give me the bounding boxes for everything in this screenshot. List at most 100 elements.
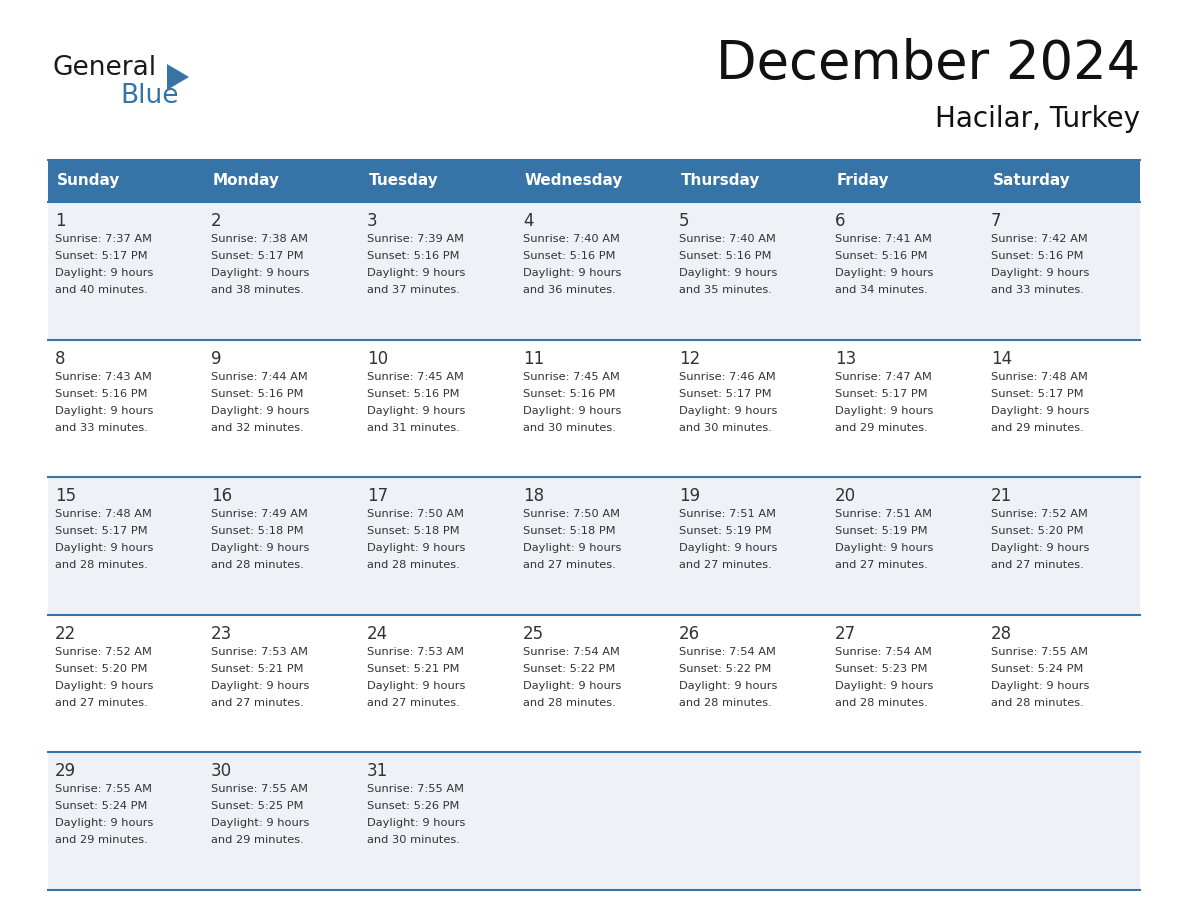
Text: 3: 3 bbox=[367, 212, 378, 230]
Text: and 27 minutes.: and 27 minutes. bbox=[523, 560, 615, 570]
Text: and 34 minutes.: and 34 minutes. bbox=[835, 285, 928, 295]
Text: and 28 minutes.: and 28 minutes. bbox=[680, 698, 772, 708]
Text: Sunrise: 7:50 AM: Sunrise: 7:50 AM bbox=[523, 509, 620, 520]
Text: Sunrise: 7:40 AM: Sunrise: 7:40 AM bbox=[680, 234, 776, 244]
Text: Friday: Friday bbox=[838, 174, 890, 188]
Polygon shape bbox=[168, 64, 189, 90]
Text: Daylight: 9 hours: Daylight: 9 hours bbox=[523, 406, 621, 416]
Text: Daylight: 9 hours: Daylight: 9 hours bbox=[367, 268, 466, 278]
Text: 31: 31 bbox=[367, 763, 388, 780]
Bar bbox=[48, 753, 1140, 890]
Text: 1: 1 bbox=[55, 212, 65, 230]
Text: and 33 minutes.: and 33 minutes. bbox=[991, 285, 1083, 295]
Text: Sunrise: 7:43 AM: Sunrise: 7:43 AM bbox=[55, 372, 152, 382]
Text: and 29 minutes.: and 29 minutes. bbox=[211, 835, 304, 845]
Text: Sunset: 5:25 PM: Sunset: 5:25 PM bbox=[211, 801, 303, 812]
Text: 4: 4 bbox=[523, 212, 533, 230]
Text: Sunset: 5:18 PM: Sunset: 5:18 PM bbox=[367, 526, 460, 536]
Text: Daylight: 9 hours: Daylight: 9 hours bbox=[835, 268, 934, 278]
Text: 25: 25 bbox=[523, 625, 544, 643]
Text: Sunrise: 7:55 AM: Sunrise: 7:55 AM bbox=[367, 784, 465, 794]
Text: Sunrise: 7:37 AM: Sunrise: 7:37 AM bbox=[55, 234, 152, 244]
Text: Sunset: 5:16 PM: Sunset: 5:16 PM bbox=[211, 388, 303, 398]
Text: Daylight: 9 hours: Daylight: 9 hours bbox=[991, 543, 1089, 554]
Text: Tuesday: Tuesday bbox=[369, 174, 438, 188]
Text: Daylight: 9 hours: Daylight: 9 hours bbox=[835, 681, 934, 691]
Text: 27: 27 bbox=[835, 625, 857, 643]
Text: Sunset: 5:16 PM: Sunset: 5:16 PM bbox=[367, 251, 460, 261]
Text: Daylight: 9 hours: Daylight: 9 hours bbox=[211, 819, 309, 828]
Text: Daylight: 9 hours: Daylight: 9 hours bbox=[55, 268, 153, 278]
Text: Sunrise: 7:53 AM: Sunrise: 7:53 AM bbox=[367, 647, 465, 656]
Text: Blue: Blue bbox=[120, 83, 178, 109]
Text: Daylight: 9 hours: Daylight: 9 hours bbox=[367, 819, 466, 828]
Text: Sunday: Sunday bbox=[57, 174, 120, 188]
Text: Sunrise: 7:55 AM: Sunrise: 7:55 AM bbox=[55, 784, 152, 794]
Text: Sunset: 5:16 PM: Sunset: 5:16 PM bbox=[835, 251, 928, 261]
Text: and 27 minutes.: and 27 minutes. bbox=[211, 698, 304, 708]
Bar bbox=[48, 477, 1140, 615]
Text: 30: 30 bbox=[211, 763, 232, 780]
Text: Daylight: 9 hours: Daylight: 9 hours bbox=[523, 681, 621, 691]
Text: Sunrise: 7:50 AM: Sunrise: 7:50 AM bbox=[367, 509, 465, 520]
Text: Daylight: 9 hours: Daylight: 9 hours bbox=[523, 543, 621, 554]
Text: Sunrise: 7:55 AM: Sunrise: 7:55 AM bbox=[211, 784, 308, 794]
Bar bbox=[48, 202, 1140, 340]
Text: Sunset: 5:16 PM: Sunset: 5:16 PM bbox=[367, 388, 460, 398]
Text: Sunset: 5:18 PM: Sunset: 5:18 PM bbox=[523, 526, 615, 536]
Text: Sunrise: 7:42 AM: Sunrise: 7:42 AM bbox=[991, 234, 1088, 244]
Text: Sunset: 5:17 PM: Sunset: 5:17 PM bbox=[211, 251, 304, 261]
Bar bbox=[48, 160, 1140, 202]
Text: Sunset: 5:16 PM: Sunset: 5:16 PM bbox=[523, 251, 615, 261]
Text: and 28 minutes.: and 28 minutes. bbox=[835, 698, 928, 708]
Text: Sunset: 5:17 PM: Sunset: 5:17 PM bbox=[991, 388, 1083, 398]
Text: Sunrise: 7:51 AM: Sunrise: 7:51 AM bbox=[680, 509, 776, 520]
Text: Sunset: 5:24 PM: Sunset: 5:24 PM bbox=[991, 664, 1083, 674]
Text: 7: 7 bbox=[991, 212, 1001, 230]
Text: Sunrise: 7:45 AM: Sunrise: 7:45 AM bbox=[367, 372, 463, 382]
Text: 12: 12 bbox=[680, 350, 700, 367]
Text: Daylight: 9 hours: Daylight: 9 hours bbox=[523, 268, 621, 278]
Text: and 27 minutes.: and 27 minutes. bbox=[835, 560, 928, 570]
Text: and 28 minutes.: and 28 minutes. bbox=[523, 698, 615, 708]
Text: Sunset: 5:20 PM: Sunset: 5:20 PM bbox=[991, 526, 1083, 536]
Text: Sunrise: 7:44 AM: Sunrise: 7:44 AM bbox=[211, 372, 308, 382]
Text: 9: 9 bbox=[211, 350, 221, 367]
Text: Sunset: 5:21 PM: Sunset: 5:21 PM bbox=[211, 664, 303, 674]
Text: Sunrise: 7:47 AM: Sunrise: 7:47 AM bbox=[835, 372, 931, 382]
Text: Sunrise: 7:49 AM: Sunrise: 7:49 AM bbox=[211, 509, 308, 520]
Text: Daylight: 9 hours: Daylight: 9 hours bbox=[991, 681, 1089, 691]
Text: and 31 minutes.: and 31 minutes. bbox=[367, 422, 460, 432]
Text: and 35 minutes.: and 35 minutes. bbox=[680, 285, 772, 295]
Text: Daylight: 9 hours: Daylight: 9 hours bbox=[55, 819, 153, 828]
Text: Daylight: 9 hours: Daylight: 9 hours bbox=[55, 681, 153, 691]
Text: Daylight: 9 hours: Daylight: 9 hours bbox=[211, 406, 309, 416]
Text: 22: 22 bbox=[55, 625, 76, 643]
Text: 11: 11 bbox=[523, 350, 544, 367]
Text: and 29 minutes.: and 29 minutes. bbox=[835, 422, 928, 432]
Text: Sunrise: 7:41 AM: Sunrise: 7:41 AM bbox=[835, 234, 931, 244]
Text: and 38 minutes.: and 38 minutes. bbox=[211, 285, 304, 295]
Text: 28: 28 bbox=[991, 625, 1012, 643]
Text: Saturday: Saturday bbox=[993, 174, 1070, 188]
Text: Sunrise: 7:38 AM: Sunrise: 7:38 AM bbox=[211, 234, 308, 244]
Text: and 40 minutes.: and 40 minutes. bbox=[55, 285, 147, 295]
Text: Sunrise: 7:46 AM: Sunrise: 7:46 AM bbox=[680, 372, 776, 382]
Text: Daylight: 9 hours: Daylight: 9 hours bbox=[211, 543, 309, 554]
Text: Daylight: 9 hours: Daylight: 9 hours bbox=[55, 406, 153, 416]
Text: and 27 minutes.: and 27 minutes. bbox=[991, 560, 1083, 570]
Text: 6: 6 bbox=[835, 212, 846, 230]
Text: Daylight: 9 hours: Daylight: 9 hours bbox=[991, 268, 1089, 278]
Text: and 28 minutes.: and 28 minutes. bbox=[211, 560, 304, 570]
Text: Sunrise: 7:54 AM: Sunrise: 7:54 AM bbox=[523, 647, 620, 656]
Text: December 2024: December 2024 bbox=[715, 38, 1140, 90]
Text: and 33 minutes.: and 33 minutes. bbox=[55, 422, 147, 432]
Text: 16: 16 bbox=[211, 487, 232, 505]
Text: 18: 18 bbox=[523, 487, 544, 505]
Text: Daylight: 9 hours: Daylight: 9 hours bbox=[211, 268, 309, 278]
Text: Thursday: Thursday bbox=[681, 174, 760, 188]
Text: Sunset: 5:17 PM: Sunset: 5:17 PM bbox=[835, 388, 928, 398]
Text: 19: 19 bbox=[680, 487, 700, 505]
Text: Sunset: 5:17 PM: Sunset: 5:17 PM bbox=[680, 388, 772, 398]
Text: Sunrise: 7:48 AM: Sunrise: 7:48 AM bbox=[55, 509, 152, 520]
